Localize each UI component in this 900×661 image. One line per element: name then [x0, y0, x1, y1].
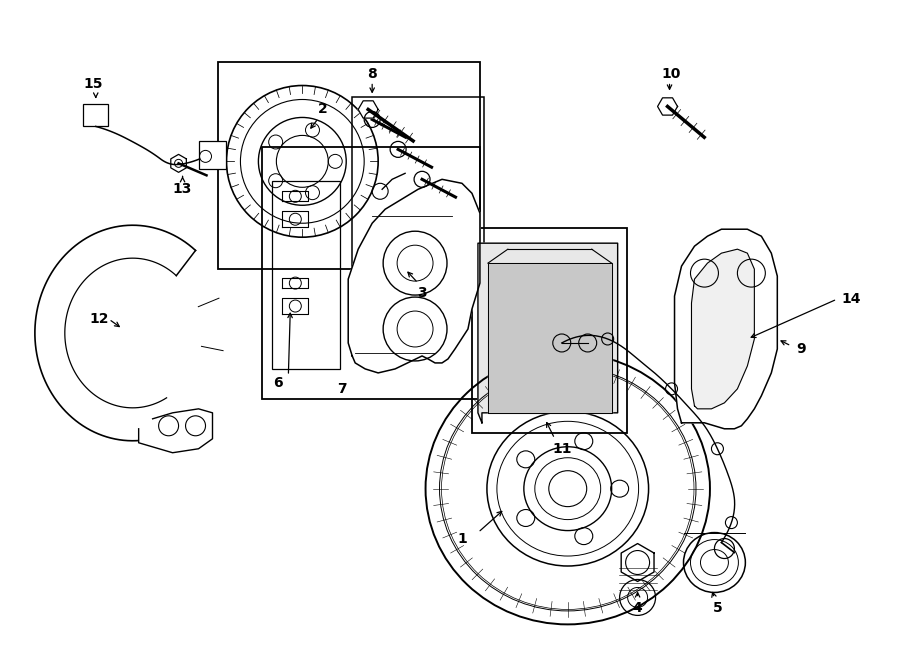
Text: 13: 13	[173, 182, 193, 196]
Text: 15: 15	[83, 77, 103, 91]
Polygon shape	[358, 101, 378, 118]
Text: 3: 3	[418, 286, 427, 300]
Text: 7: 7	[338, 382, 347, 396]
Text: 9: 9	[796, 342, 806, 356]
Polygon shape	[621, 543, 654, 582]
Bar	[352, 97, 484, 269]
Polygon shape	[674, 229, 778, 429]
Polygon shape	[478, 243, 617, 423]
Text: 2: 2	[318, 102, 327, 116]
Bar	[199, 141, 227, 169]
Polygon shape	[658, 98, 678, 115]
Text: 10: 10	[662, 67, 681, 81]
Text: 4: 4	[633, 602, 643, 615]
Text: 11: 11	[552, 442, 572, 455]
Text: 5: 5	[713, 602, 723, 615]
Bar	[472, 228, 626, 433]
Polygon shape	[691, 249, 754, 409]
Text: 6: 6	[274, 376, 284, 390]
Polygon shape	[488, 263, 612, 413]
Text: 14: 14	[842, 292, 861, 306]
Text: 8: 8	[367, 67, 377, 81]
Polygon shape	[139, 409, 212, 453]
Bar	[219, 61, 480, 269]
Polygon shape	[348, 179, 480, 373]
Bar	[83, 104, 108, 126]
Bar	[273, 181, 340, 369]
Bar	[263, 147, 480, 399]
Text: 12: 12	[89, 312, 109, 326]
Polygon shape	[171, 155, 186, 173]
Text: 1: 1	[457, 531, 467, 545]
